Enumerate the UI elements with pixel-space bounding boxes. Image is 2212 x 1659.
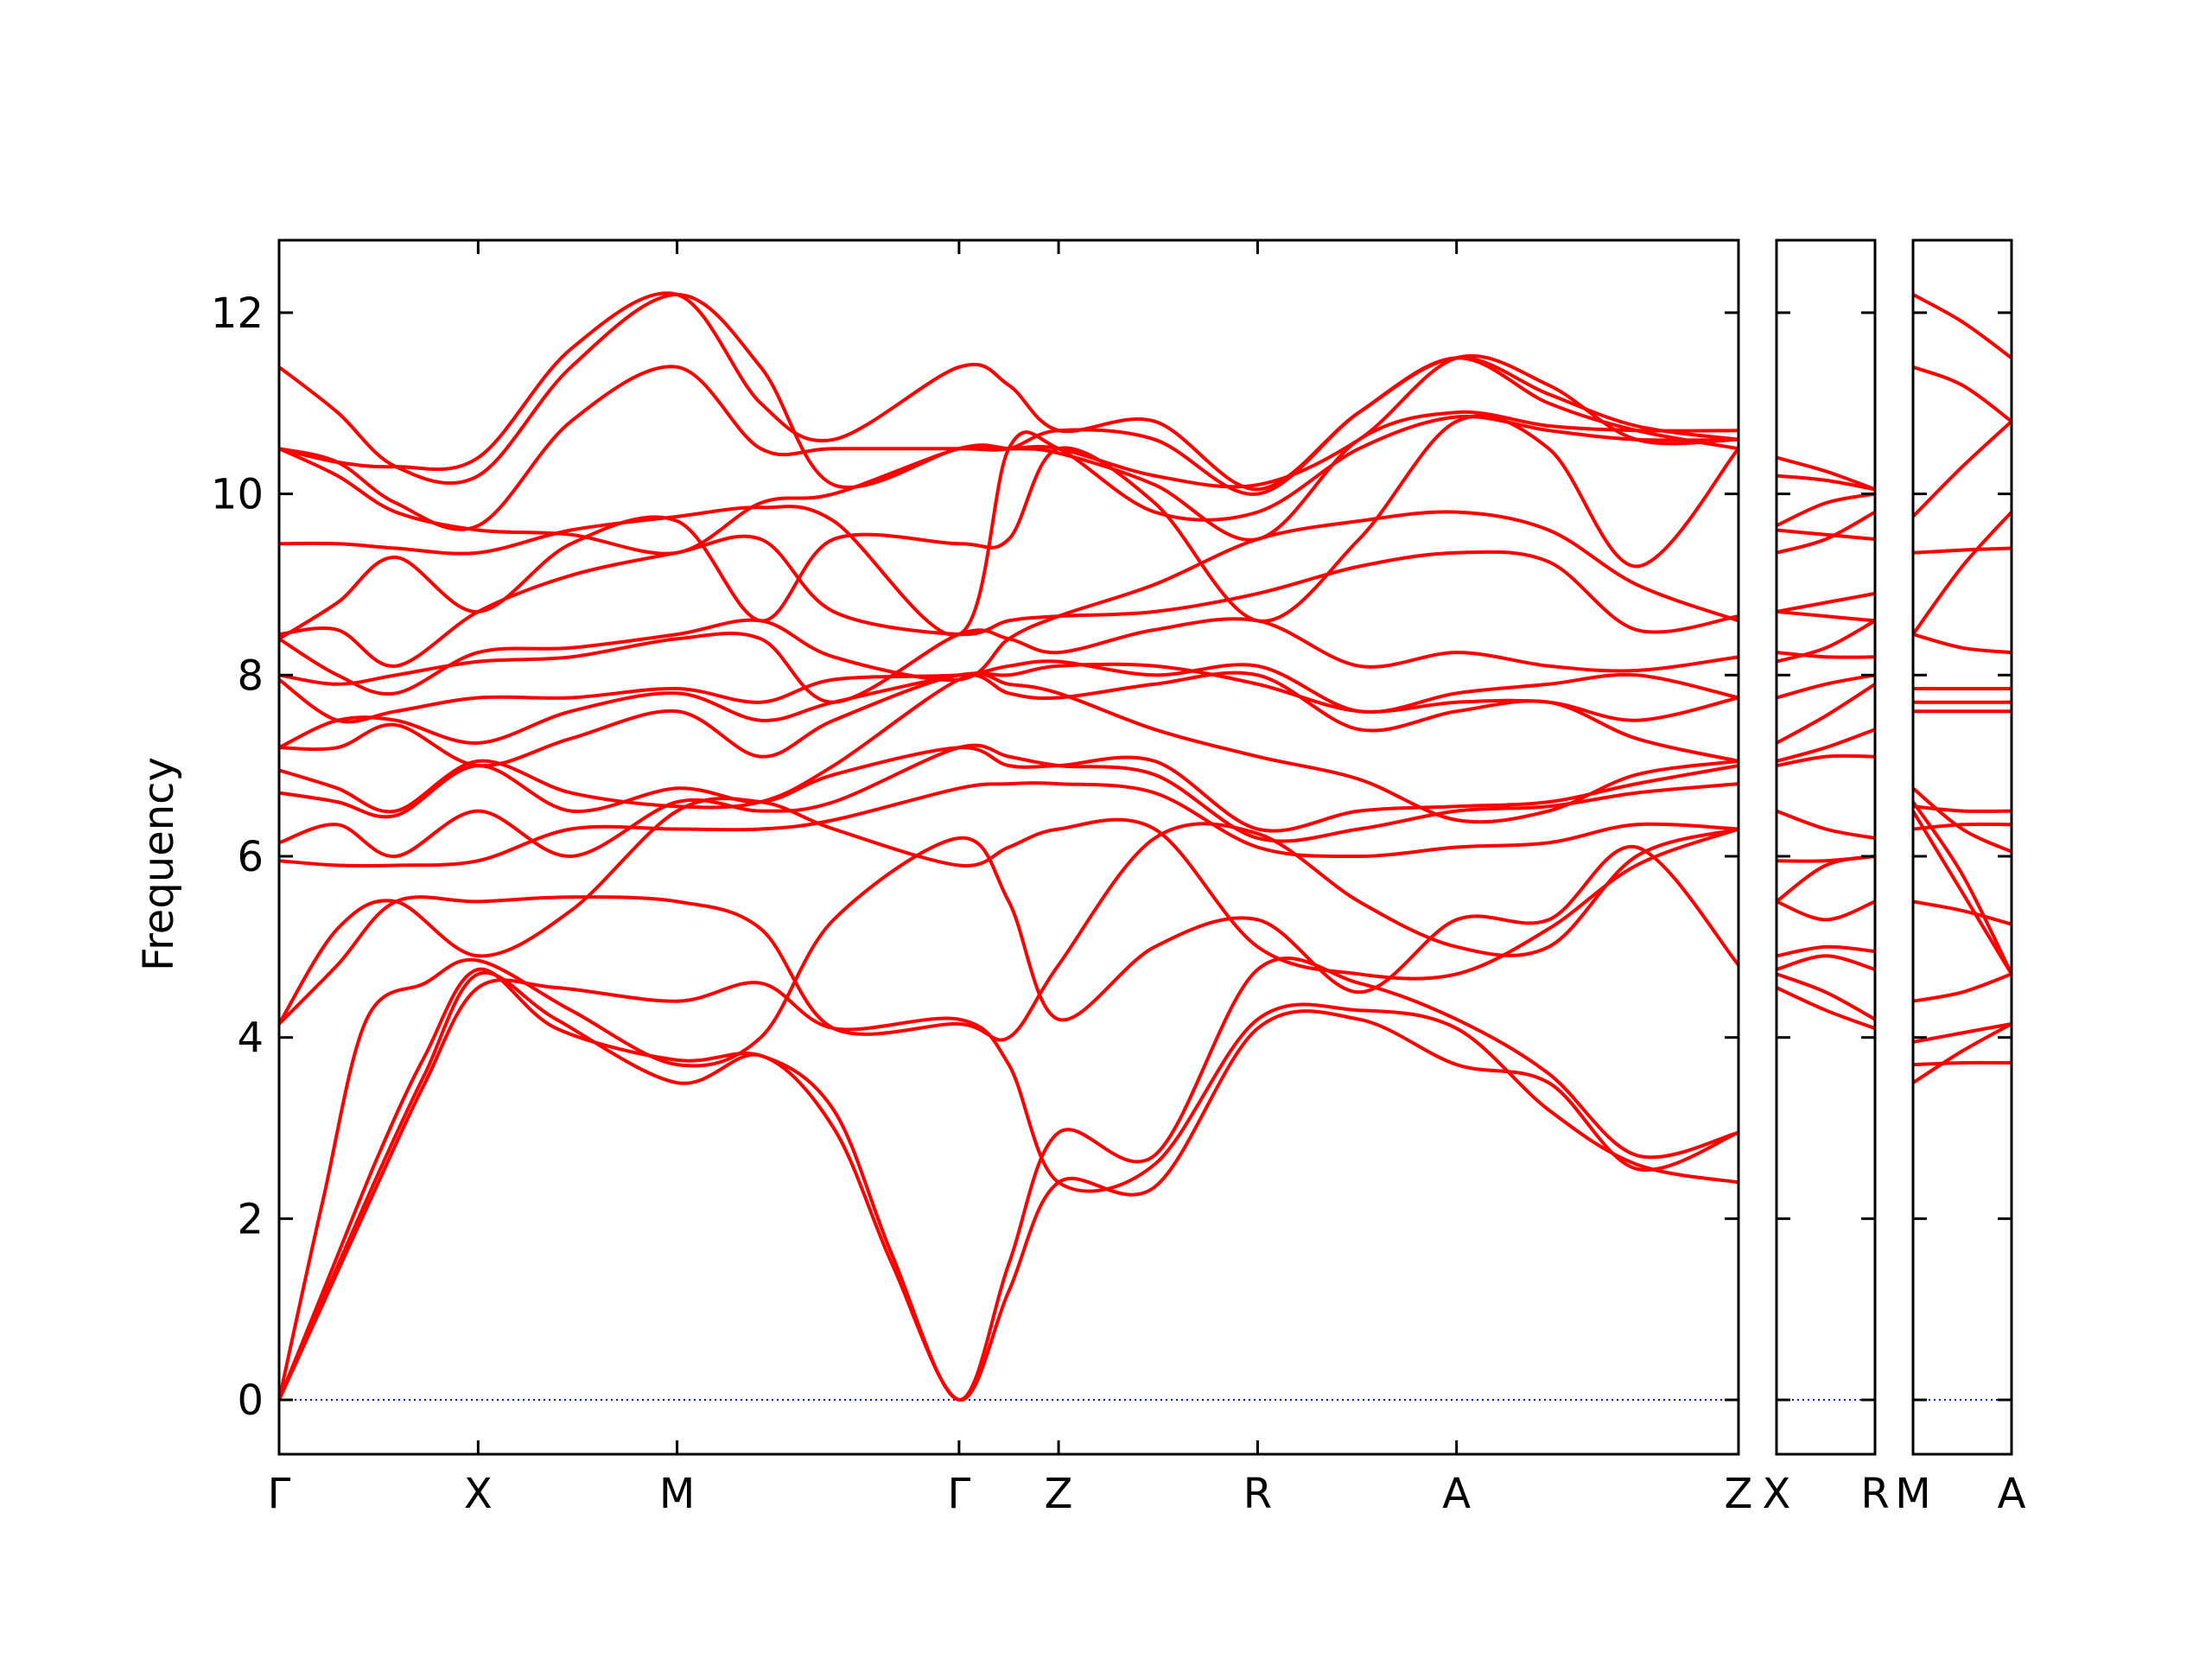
band-14 xyxy=(1777,651,1875,659)
y-tick-label: 2 xyxy=(237,1195,264,1243)
band-8 xyxy=(1913,786,2012,854)
panel-frame xyxy=(277,238,1740,1456)
panel-frame xyxy=(1911,238,2013,1456)
band-5 xyxy=(1913,899,2012,926)
band-3 xyxy=(1777,954,1875,971)
band-1 xyxy=(279,978,1738,1401)
x-tick-label: Z xyxy=(1045,1470,1073,1518)
band-1 xyxy=(1913,1022,2012,1084)
band-15 xyxy=(1913,511,2012,636)
band-13 xyxy=(1777,619,1875,664)
band-8 xyxy=(1777,809,1875,840)
band-9 xyxy=(1777,753,1875,768)
band-7 xyxy=(1913,800,2012,976)
band-17 xyxy=(1777,510,1875,555)
band-lines xyxy=(1777,455,1875,1031)
band-19 xyxy=(1913,293,2012,359)
band-6 xyxy=(1777,855,1875,904)
band-7 xyxy=(1777,855,1875,863)
y-tick-label: 0 xyxy=(237,1376,264,1425)
band-18 xyxy=(279,414,1738,638)
band-lines xyxy=(1913,293,2012,1084)
x-tick-label: M xyxy=(659,1470,695,1518)
band-22 xyxy=(279,291,1738,492)
y-tick-label: 10 xyxy=(211,471,264,519)
band-15 xyxy=(279,510,1738,696)
band-11 xyxy=(279,671,1738,768)
band-18 xyxy=(1777,528,1875,541)
panel-1: Γ X M Γ Z R A Z 0 2 4 6 8 10 12 xyxy=(211,238,1753,1518)
x-tick-label: A xyxy=(1442,1470,1471,1518)
band-3 xyxy=(279,956,1738,1402)
x-tick-label: R xyxy=(1243,1470,1272,1518)
band-4 xyxy=(1913,972,2012,1003)
band-1 xyxy=(1777,986,1875,1031)
band-6 xyxy=(279,797,1738,1026)
band-13 xyxy=(279,659,1738,724)
band-6 xyxy=(1913,810,2012,976)
band-9 xyxy=(1913,804,2012,813)
band-14 xyxy=(1913,632,2012,655)
band-4 xyxy=(1777,944,1875,958)
x-tick-label: A xyxy=(1998,1470,2026,1518)
band-19 xyxy=(279,410,1738,556)
x-tick-label: M xyxy=(1895,1470,1930,1518)
x-tick-label: X xyxy=(464,1470,493,1518)
x-tick-label: Z xyxy=(1725,1470,1753,1518)
band-11 xyxy=(1777,683,1875,745)
x-tick-label: R xyxy=(1860,1470,1889,1518)
band-16 xyxy=(1913,546,2012,555)
band-2 xyxy=(1913,1060,2012,1067)
band-18 xyxy=(1913,365,2012,423)
x-tick-label: X xyxy=(1763,1470,1791,1518)
band-21 xyxy=(279,292,1738,490)
band-12 xyxy=(1777,673,1875,700)
y-axis-label: Frequency xyxy=(135,757,183,971)
band-2 xyxy=(1777,972,1875,1021)
y-tick-label: 6 xyxy=(237,833,264,881)
band-16 xyxy=(1777,591,1875,613)
band-20 xyxy=(1777,474,1875,492)
band-3 xyxy=(1913,1022,2012,1044)
band-5 xyxy=(279,822,1738,1042)
band-16 xyxy=(279,534,1738,668)
band-7 xyxy=(279,781,1738,868)
band-lines xyxy=(279,291,1738,1402)
band-10 xyxy=(1777,728,1875,763)
band-17 xyxy=(1913,420,2012,518)
band-14 xyxy=(279,617,1738,704)
y-tick-label: 12 xyxy=(211,289,264,338)
band-8 xyxy=(279,743,1738,859)
x-tick-label: Γ xyxy=(268,1470,291,1518)
x-tick-label: Γ xyxy=(948,1470,971,1518)
y-tick-label: 4 xyxy=(237,1014,264,1063)
y-tick-label: 8 xyxy=(237,652,264,700)
band-4 xyxy=(279,836,1738,1401)
band-10 xyxy=(1913,822,2012,831)
panel-frame xyxy=(1775,238,1877,1456)
band-21 xyxy=(1777,455,1875,492)
band-15 xyxy=(1777,609,1875,623)
band-19 xyxy=(1777,492,1875,528)
band-12 xyxy=(279,662,1738,750)
band-5 xyxy=(1777,899,1875,922)
